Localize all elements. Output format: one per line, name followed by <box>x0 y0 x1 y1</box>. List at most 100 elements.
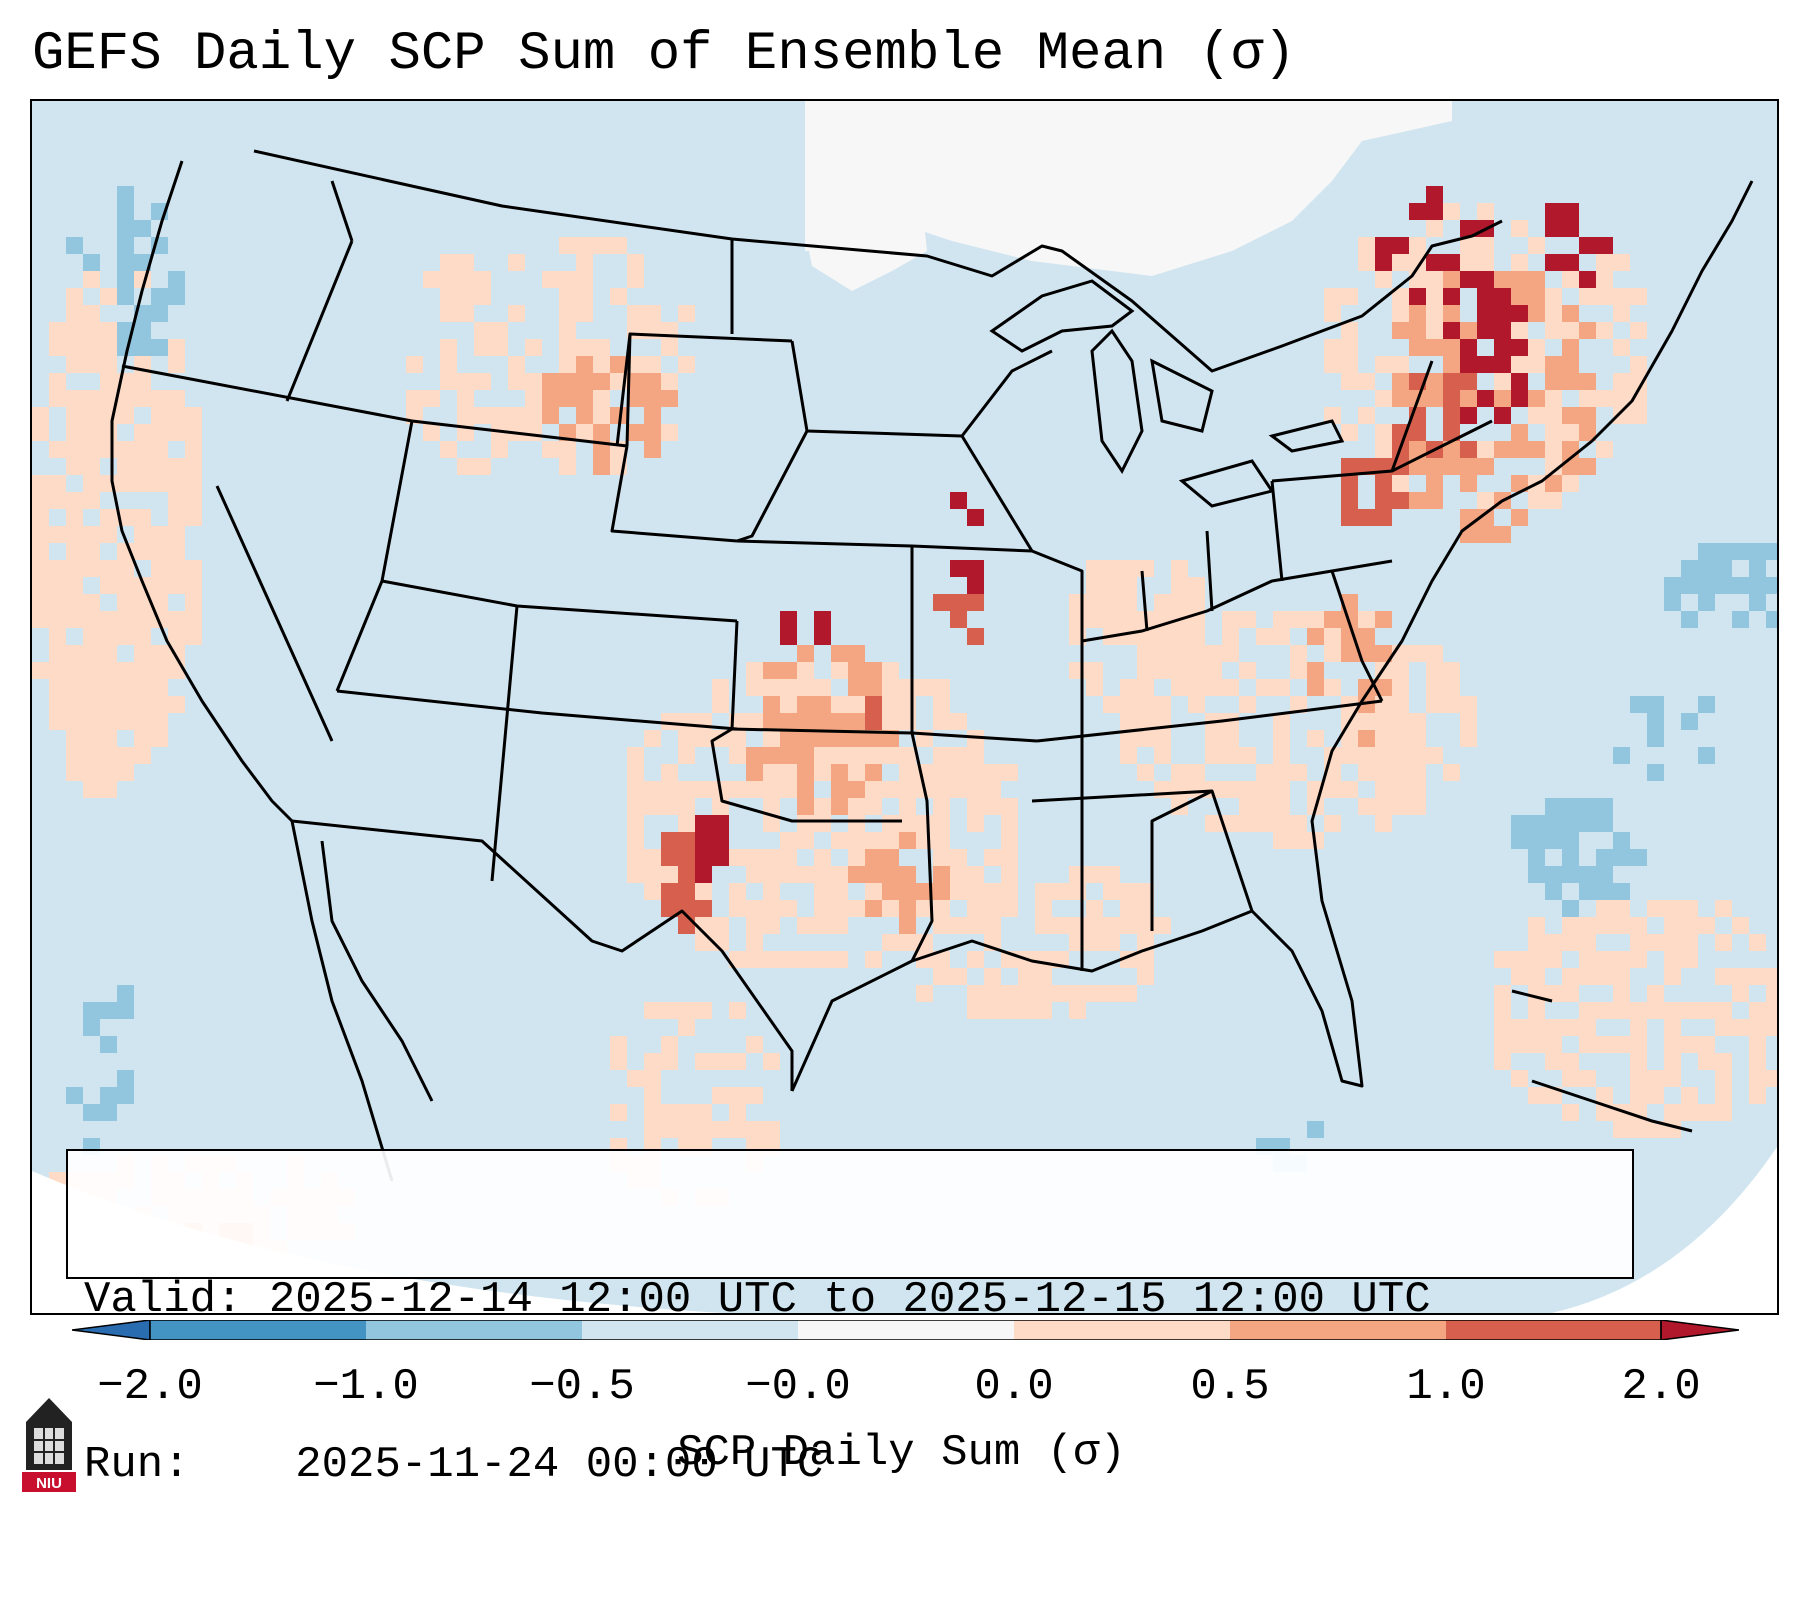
scp-cell <box>627 815 644 832</box>
scp-cell <box>1579 1036 1596 1053</box>
scp-cell <box>967 900 984 917</box>
scp-cell <box>1494 356 1511 373</box>
scp-cell <box>1545 951 1562 968</box>
scp-cell <box>542 390 559 407</box>
scp-cell <box>1630 1002 1647 1019</box>
scp-cell <box>1460 441 1477 458</box>
scp-cell <box>831 883 848 900</box>
scp-cell <box>1120 917 1137 934</box>
scp-cell <box>83 730 100 747</box>
scp-cell <box>1579 390 1596 407</box>
scp-cell <box>168 475 185 492</box>
scp-cell <box>1341 475 1358 492</box>
scp-cell <box>525 339 542 356</box>
scp-cell <box>1596 254 1613 271</box>
scp-cell <box>1477 271 1494 288</box>
scp-cell <box>1528 492 1545 509</box>
scp-cell <box>134 594 151 611</box>
scp-cell <box>1188 781 1205 798</box>
scp-cell <box>168 560 185 577</box>
scp-cell <box>1375 509 1392 526</box>
scp-cell <box>1477 322 1494 339</box>
scp-cell <box>1375 696 1392 713</box>
scp-cell <box>1273 611 1290 628</box>
scp-cell <box>1528 390 1545 407</box>
scp-cell <box>1477 492 1494 509</box>
scp-cell <box>49 475 66 492</box>
scp-cell <box>1664 951 1681 968</box>
scp-cell <box>1528 832 1545 849</box>
scp-cell <box>168 611 185 628</box>
scp-cell <box>32 594 49 611</box>
scp-cell <box>1630 1070 1647 1087</box>
scp-cell <box>1528 407 1545 424</box>
scp-cell <box>134 713 151 730</box>
scp-cell <box>729 951 746 968</box>
scp-cell <box>1562 1053 1579 1070</box>
scp-cell <box>1222 611 1239 628</box>
scp-cell <box>100 611 117 628</box>
scp-cell <box>593 424 610 441</box>
scp-cell <box>576 390 593 407</box>
scp-cell <box>899 747 916 764</box>
scp-cell <box>695 900 712 917</box>
scp-cell <box>1562 373 1579 390</box>
scp-cell <box>1715 900 1732 917</box>
scp-cell <box>746 1036 763 1053</box>
scp-cell <box>865 730 882 747</box>
scp-cell <box>1715 1019 1732 1036</box>
scp-cell <box>1545 373 1562 390</box>
scp-cell <box>865 883 882 900</box>
scp-cell <box>644 407 661 424</box>
scp-cell <box>627 373 644 390</box>
scp-cell <box>1681 900 1698 917</box>
scp-cell <box>168 509 185 526</box>
scp-cell <box>1562 900 1579 917</box>
scp-cell <box>1613 985 1630 1002</box>
scp-cell <box>967 781 984 798</box>
scp-cell <box>1222 628 1239 645</box>
scp-cell <box>1001 866 1018 883</box>
scp-cell <box>508 407 525 424</box>
scp-cell <box>984 798 1001 815</box>
scp-cell <box>678 781 695 798</box>
scp-cell <box>1579 322 1596 339</box>
scp-cell <box>1375 781 1392 798</box>
scp-cell <box>1494 373 1511 390</box>
scp-cell <box>1477 237 1494 254</box>
scp-cell <box>151 662 168 679</box>
scp-cell <box>542 441 559 458</box>
scp-cell <box>66 322 83 339</box>
scp-cell <box>1528 305 1545 322</box>
scp-cell <box>1188 577 1205 594</box>
scp-cell <box>1664 594 1681 611</box>
scp-cell <box>134 220 151 237</box>
scp-cell <box>100 645 117 662</box>
scp-cell <box>1120 883 1137 900</box>
scp-cell <box>1426 339 1443 356</box>
scp-cell <box>1630 1036 1647 1053</box>
scp-cell <box>134 339 151 356</box>
scp-cell <box>491 322 508 339</box>
scp-cell <box>746 764 763 781</box>
scp-cell <box>763 1121 780 1138</box>
scp-cell <box>559 237 576 254</box>
scp-cell <box>1562 322 1579 339</box>
scp-cell <box>899 900 916 917</box>
scp-cell <box>967 747 984 764</box>
scp-cell <box>1749 577 1766 594</box>
scp-cell <box>1681 713 1698 730</box>
scp-cell <box>899 934 916 951</box>
scp-cell <box>1426 747 1443 764</box>
scp-cell <box>49 645 66 662</box>
scp-cell <box>1749 560 1766 577</box>
scp-cell <box>661 764 678 781</box>
scp-cell <box>1392 662 1409 679</box>
scp-cell <box>1596 866 1613 883</box>
scp-cell <box>933 747 950 764</box>
scp-cell <box>1324 815 1341 832</box>
scp-cell <box>1698 543 1715 560</box>
scp-cell <box>1511 1019 1528 1036</box>
scp-cell <box>780 679 797 696</box>
scp-cell <box>831 764 848 781</box>
